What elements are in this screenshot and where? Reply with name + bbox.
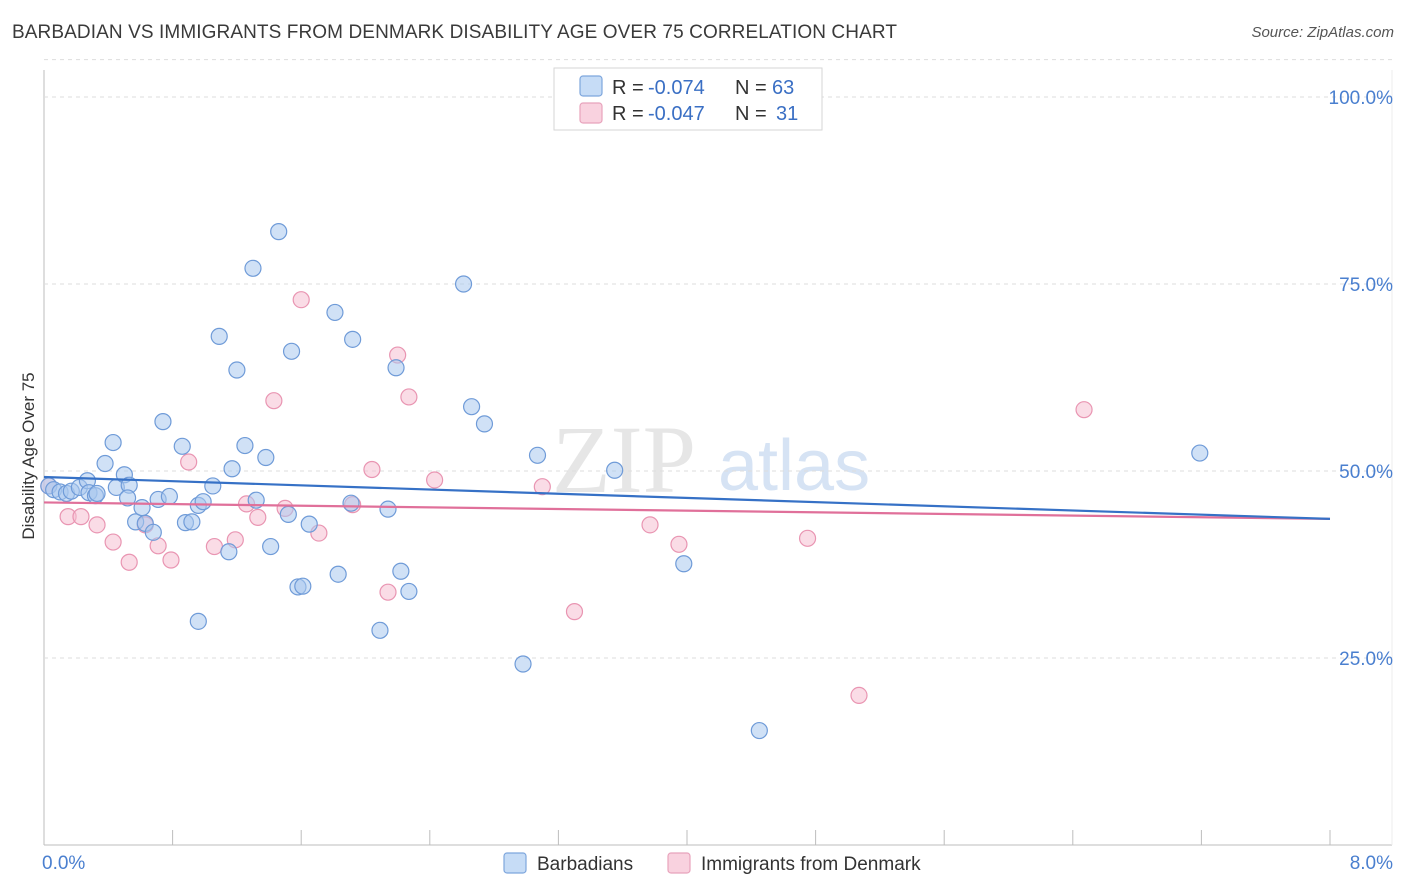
barbadian-point xyxy=(462,398,481,416)
barbadian-point xyxy=(154,413,172,431)
denmark-point xyxy=(641,516,659,534)
denmark-point xyxy=(670,535,688,553)
barbadian-point xyxy=(88,484,106,503)
barbadian-point xyxy=(344,330,362,348)
barbadian-point xyxy=(387,359,405,377)
legend-r-value: -0.074 xyxy=(648,77,705,99)
denmark-point xyxy=(426,471,444,489)
legend-swatch-barbadians xyxy=(579,75,603,97)
bottom-legend-swatch-barbadians xyxy=(503,852,527,874)
barbadian-point xyxy=(204,477,222,495)
bottom-legend-label-denmark: Immigrants from Denmark xyxy=(701,854,921,875)
barbadian-point xyxy=(118,489,137,507)
denmark-point xyxy=(104,533,122,551)
barbadian-point xyxy=(371,621,389,639)
barbadian-point xyxy=(392,562,410,580)
barbadian-point xyxy=(236,436,254,455)
bottom-legend-swatch-denmark xyxy=(667,852,691,874)
denmark-point xyxy=(205,537,223,556)
barbadian-point xyxy=(144,523,162,541)
barbadian-point xyxy=(514,655,532,673)
legend-r-label: R = xyxy=(612,77,644,99)
barbadian-point xyxy=(279,505,297,523)
barbadian-point xyxy=(400,582,418,601)
bottom-legend-label-barbadians: Barbadians xyxy=(537,854,633,875)
barbadian-point xyxy=(262,537,280,556)
denmark-point xyxy=(292,291,310,309)
y-axis-label: Disability Age Over 75 xyxy=(19,372,38,539)
stats-legend: R = -0.074 N = 63 R = -0.047 N = 31 xyxy=(553,67,823,131)
barbadian-point xyxy=(257,448,275,467)
x-tick-label-max: 8.0% xyxy=(1350,853,1393,874)
y-tick-label: 25.0% xyxy=(1339,649,1393,670)
denmark-point xyxy=(565,603,584,621)
barbadian-point xyxy=(160,487,178,506)
barbadian-point xyxy=(133,499,151,517)
legend-r-label: R = xyxy=(612,103,644,125)
barbadian-point xyxy=(183,513,201,531)
denmark-point xyxy=(120,553,138,571)
barbadian-point xyxy=(173,437,191,455)
barbadian-point xyxy=(342,494,360,512)
denmark-point xyxy=(1075,401,1093,419)
barbadian-trend-line xyxy=(43,475,1331,520)
barbadian-point xyxy=(228,361,246,379)
barbadian-point xyxy=(294,577,312,595)
legend-n-label: N = xyxy=(735,103,767,125)
barbadian-point xyxy=(244,259,262,277)
watermark-atlas: atlas xyxy=(718,426,870,506)
legend-n-label: N = xyxy=(735,77,767,99)
barbadian-point xyxy=(528,446,547,464)
barbadian-point xyxy=(210,327,228,345)
barbadian-point xyxy=(194,493,212,511)
legend-n-value: 31 xyxy=(776,103,798,125)
barbadian-point xyxy=(606,461,624,479)
barbadian-point xyxy=(223,460,241,478)
denmark-trend-line xyxy=(43,501,1331,520)
denmark-point xyxy=(162,551,180,569)
y-tick-label: 75.0% xyxy=(1339,275,1393,296)
source-label: Source: ZipAtlas.com xyxy=(1251,24,1394,41)
denmark-point xyxy=(265,392,283,410)
barbadian-point xyxy=(270,223,288,241)
legend-n-value: 63 xyxy=(772,77,794,99)
barbadian-point xyxy=(282,342,301,360)
y-tick-label: 50.0% xyxy=(1339,462,1393,483)
legend-r-value: -0.047 xyxy=(648,103,705,125)
barbadian-point xyxy=(329,565,347,583)
barbadian-point xyxy=(675,555,693,573)
barbadian-point xyxy=(379,500,397,518)
barbadian-point xyxy=(750,721,768,740)
barbadian-point xyxy=(220,543,238,561)
barbadian-point xyxy=(189,612,207,630)
chart-title: BARBADIAN VS IMMIGRANTS FROM DENMARK DIS… xyxy=(12,22,898,43)
denmark-point xyxy=(180,453,198,471)
barbadian-point xyxy=(96,454,114,473)
barbadian-point xyxy=(454,275,473,293)
denmark-point xyxy=(363,460,381,479)
denmark-point xyxy=(850,686,868,705)
denmark-point xyxy=(400,388,418,406)
barbadian-point xyxy=(104,433,122,452)
series-legend: Barbadians Immigrants from Denmark xyxy=(503,852,921,875)
denmark-point xyxy=(72,508,90,526)
denmark-point xyxy=(379,583,397,601)
barbadian-point xyxy=(300,515,318,533)
y-tick-label: 100.0% xyxy=(1329,88,1394,109)
denmark-point xyxy=(249,508,267,526)
barbadian-point xyxy=(326,303,344,322)
barbadian-point xyxy=(1191,444,1209,462)
denmark-point xyxy=(533,478,551,496)
barbadian-point xyxy=(475,415,494,433)
legend-swatch-denmark xyxy=(579,102,603,124)
x-tick-label-min: 0.0% xyxy=(42,853,85,874)
denmark-point xyxy=(798,529,817,547)
denmark-point xyxy=(88,516,106,534)
